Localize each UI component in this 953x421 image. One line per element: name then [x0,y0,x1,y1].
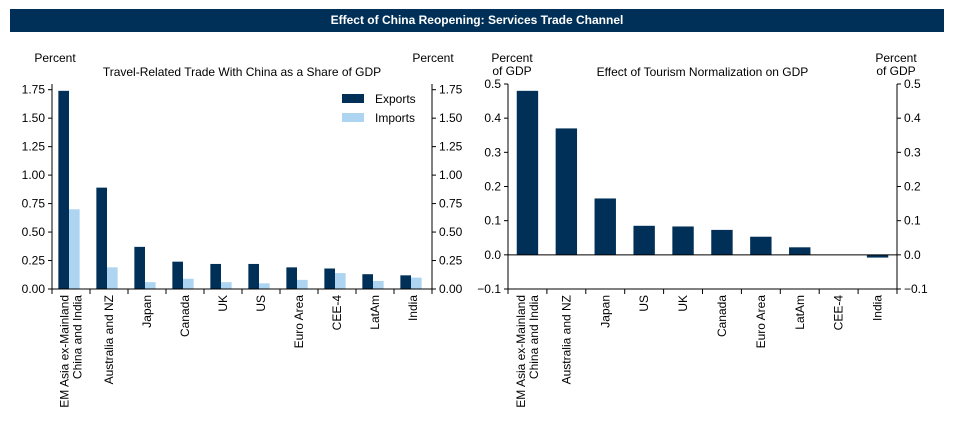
left-tick-label: 0.25 [22,254,46,268]
category-label: Canada [178,295,192,337]
bar-imports-4 [221,282,232,289]
right-tick-label: 0.4 [904,111,921,125]
right-tick-label: 0.3 [904,145,921,159]
bar-imports-2 [145,282,156,289]
category-label: India [871,295,885,321]
right-axis-unit: Percent [412,51,454,65]
bar-exports-5 [248,263,259,289]
category-label: Australia and NZ [559,295,573,384]
left-tick-label: 0.00 [22,282,46,296]
category-label: Euro Area [754,295,768,349]
bar-effect-0 [516,90,539,255]
left-tick-label: 1.75 [22,83,46,97]
category-label: Japan [140,295,154,328]
chart-title: Effect of Tourism Normalization on GDP [597,65,809,79]
bar-exports-6 [286,267,297,289]
right-tick-label: 0.0 [904,248,921,262]
left-axis-unit: Percent [34,51,76,65]
chart-travel-trade: Travel-Related Trade With China as a Sha… [22,51,463,408]
left-tick-label: 0.4 [484,111,501,125]
legend-swatch-exports [342,94,364,103]
legend-label-imports: Imports [375,111,415,125]
bar-exports-8 [362,274,373,289]
category-label: UK [216,295,230,312]
right-tick-label: 0.5 [904,77,921,91]
bar-exports-2 [134,246,145,289]
category-label: India [406,295,420,321]
legend-swatch-imports [342,113,364,122]
bar-exports-9 [400,275,411,289]
chart-tourism-effect: Effect of Tourism Normalization on GDP Pe… [477,51,928,408]
category-label: EM Asia ex-MainlandChina and India [514,295,541,408]
left-tick-label: 0.3 [484,145,501,159]
bar-exports-0 [58,90,69,289]
category-label: EM Asia ex-MainlandChina and India [58,295,85,408]
bar-effect-3 [633,225,655,255]
category-label: LatAm [793,295,807,330]
category-label: Japan [598,295,612,328]
left-tick-label: 1.25 [22,140,46,154]
bar-exports-1 [96,187,107,289]
bar-effect-6 [750,236,772,255]
right-tick-label: 1.00 [439,168,463,182]
left-tick-label: 1.00 [22,168,46,182]
bar-effect-1 [555,128,578,255]
bar-imports-3 [183,278,194,289]
bar-imports-0 [69,209,80,289]
left-tick-label: 0.50 [22,225,46,239]
bar-effect-5 [711,229,733,255]
bar-imports-8 [373,281,384,289]
bar-exports-3 [172,261,183,289]
bar-effect-2 [594,198,616,255]
banner-title: Effect of China Reopening: Services Trad… [10,9,944,32]
left-tick-label: 0.75 [22,197,46,211]
bar-exports-7 [324,268,335,289]
category-label: Euro Area [292,295,306,349]
chart-title: Travel-Related Trade With China as a Sha… [103,65,381,79]
right-tick-label: 1.75 [439,83,463,97]
bar-imports-9 [411,277,422,289]
bar-imports-5 [259,283,270,289]
right-tick-label: 0.25 [439,254,463,268]
left-tick-label: −0.1 [477,282,501,296]
legend-label-exports: Exports [375,92,416,106]
bar-imports-6 [297,279,308,289]
category-label: US [637,295,651,312]
category-label: LatAm [368,295,382,330]
category-label: Canada [715,295,729,337]
category-label: CEE-4 [330,295,344,331]
bar-effect-9 [866,254,889,258]
right-tick-label: 1.50 [439,111,463,125]
right-tick-label: 0.00 [439,282,463,296]
right-tick-label: 1.25 [439,140,463,154]
right-tick-label: 0.75 [439,197,463,211]
left-axis-unit: Percent of GDP [491,51,533,78]
category-label: UK [676,295,690,312]
bar-imports-7 [335,273,346,289]
right-axis-unit: Percent of GDP [875,51,917,78]
left-tick-label: 0.5 [484,77,501,91]
right-tick-label: 0.50 [439,225,463,239]
left-tick-label: 0.0 [484,248,501,262]
category-label: CEE-4 [832,295,846,331]
right-tick-label: −0.1 [904,282,928,296]
category-label: US [254,295,268,312]
left-tick-label: 0.1 [484,214,501,228]
bar-effect-4 [672,226,694,255]
bar-exports-4 [210,263,221,289]
right-tick-label: 0.2 [904,180,921,194]
bar-effect-7 [789,247,811,255]
left-tick-label: 1.50 [22,111,46,125]
right-tick-label: 0.1 [904,214,921,228]
left-tick-label: 0.2 [484,180,501,194]
bar-imports-1 [107,267,118,289]
category-label: Australia and NZ [102,295,116,384]
